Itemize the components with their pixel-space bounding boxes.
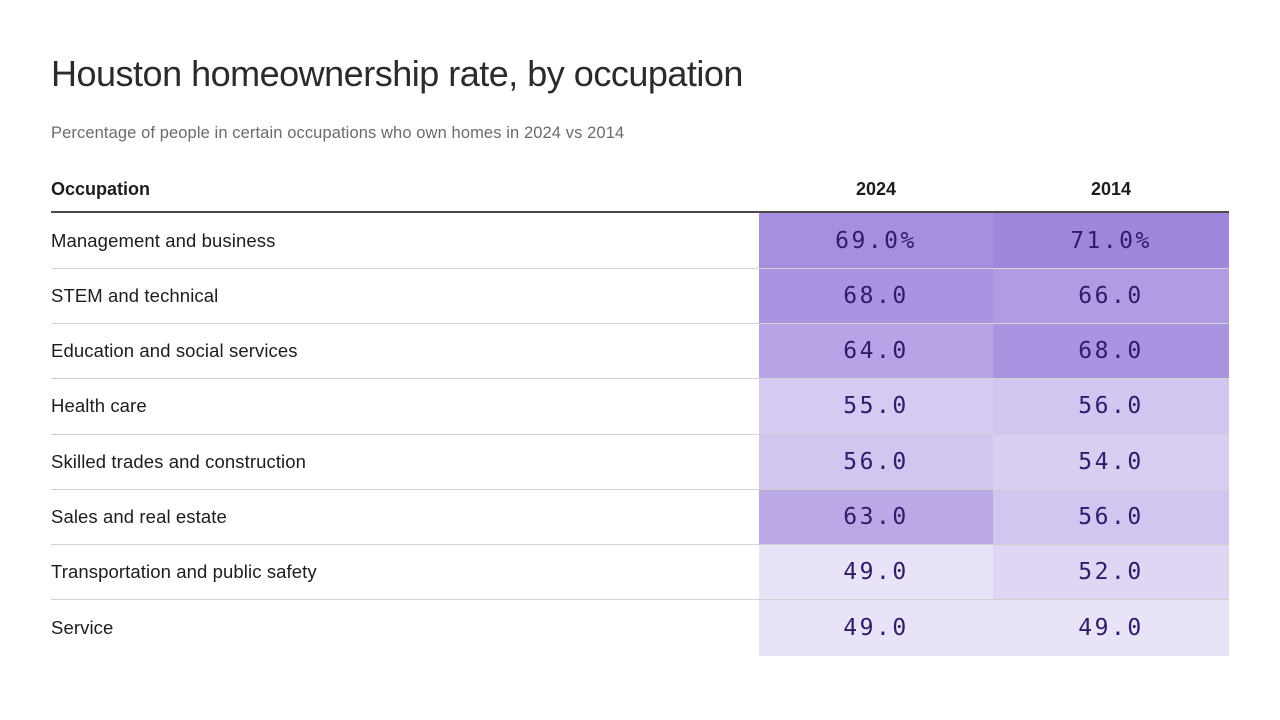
table-body: Management and business 69.0% 71.0% STEM… [51,213,1229,656]
value-cell-2014: 52.0 [993,545,1229,600]
value-cell-2014: 49.0 [993,600,1229,656]
occupation-label: Education and social services [51,340,298,362]
value-cell-2024: 63.0 [759,489,993,545]
table-header-row: Occupation 2024 2014 [51,168,1229,214]
occupation-label: Skilled trades and construction [51,450,307,472]
table-row: Service 49.0 49.0 [51,600,1229,656]
occupation-label: Health care [51,395,147,417]
occupation-label: Management and business [51,229,276,251]
value-cell-2024: 49.0 [759,600,993,656]
table-row: Management and business 69.0% 71.0% [51,213,1229,269]
value-cell-2024: 55.0 [759,379,993,434]
table-row: Sales and real estate 63.0 56.0 [51,489,1229,546]
column-header-2014: 2014 [1090,179,1132,200]
value-cell-2024: 68.0 [759,268,993,323]
table-row: STEM and technical 68.0 66.0 [51,268,1229,324]
occupation-label: STEM and technical [51,284,219,306]
table-row: Skilled trades and construction 56.0 54.… [51,434,1229,490]
column-header-occupation: Occupation [51,179,151,200]
table-row: Health care 55.0 56.0 [51,379,1229,435]
column-header-2024: 2024 [855,179,897,200]
chart-card: Houston homeownership rate, by occupatio… [51,0,1229,656]
table-row: Transportation and public safety 49.0 52… [51,545,1229,601]
page-title: Houston homeownership rate, by occupatio… [51,53,743,94]
heatmap-table: Occupation 2024 2014 Management and busi… [51,168,1229,656]
value-cell-2014: 71.0% [993,213,1229,268]
value-cell-2024: 64.0 [759,323,993,379]
occupation-label: Transportation and public safety [51,561,317,583]
occupation-label: Sales and real estate [51,506,227,528]
value-cell-2024: 56.0 [759,434,993,489]
table-row: Education and social services 64.0 68.0 [51,323,1229,380]
value-cell-2014: 66.0 [993,268,1229,323]
value-cell-2014: 56.0 [993,379,1229,434]
occupation-label: Service [51,617,114,639]
page-subtitle: Percentage of people in certain occupati… [51,124,625,143]
value-cell-2024: 69.0% [759,213,993,268]
value-cell-2014: 56.0 [993,489,1229,545]
value-cell-2014: 68.0 [993,323,1229,379]
value-cell-2014: 54.0 [993,434,1229,489]
value-cell-2024: 49.0 [759,545,993,600]
